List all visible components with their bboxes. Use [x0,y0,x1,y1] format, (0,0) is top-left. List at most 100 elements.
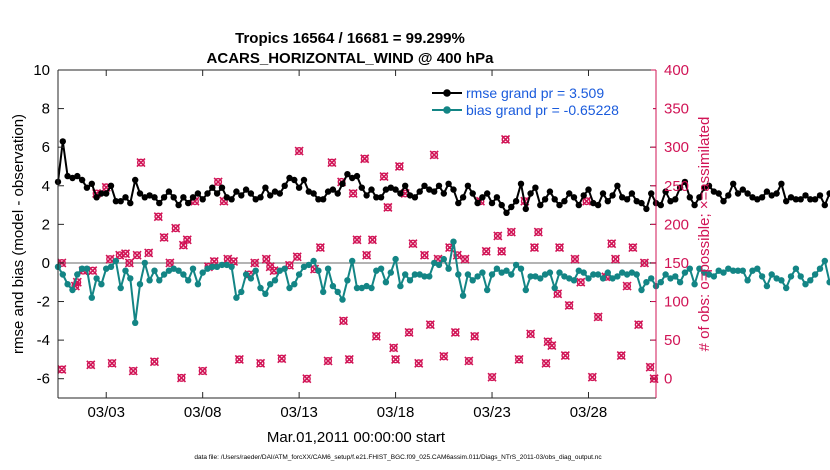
obs-possible-marker [136,158,145,167]
obs-possible-marker [561,351,570,360]
obs-possible-marker [362,251,371,260]
obs-count-point [124,258,134,268]
obs-possible-marker [453,251,462,260]
rmse-point [450,186,457,193]
rmse-point [508,203,515,211]
obs-count-point [404,327,414,337]
rmse-point [262,184,269,191]
bias-point [787,273,795,280]
obs-possible-marker [144,248,153,257]
axes: -6-4-2024681005010015020025030035040003/… [33,62,689,421]
obs-assimilated-marker [628,242,638,253]
obs-possible-marker [108,359,117,368]
rmse-point [122,194,129,201]
rmse-point [69,174,76,182]
obs-possible-marker [285,261,294,270]
obs-assimilated-marker [120,249,131,259]
obs-count-point [261,254,271,264]
rmse-point [773,190,780,197]
obs-count-point [315,242,325,253]
bias-point [368,284,375,292]
obs-assimilated-marker [323,356,333,366]
obs-possible-marker [154,212,163,221]
bias-point [749,267,756,274]
legend-bias-marker [443,106,451,114]
bias-point [739,267,746,274]
rmse-point [479,194,486,201]
obs-count-point [570,254,580,264]
rmse-point [676,184,684,191]
obs-count-point [439,351,449,361]
rmse-point [527,190,534,197]
obs-assimilated-marker [526,329,536,339]
obs-possible-marker [295,147,304,156]
bias-point [160,271,168,278]
bias-point [527,273,534,280]
bias-point [353,284,361,292]
rmse-point [406,192,414,199]
bias-point [672,273,679,280]
obs-count-point [464,356,474,366]
bias-point [88,294,96,301]
rmse-point [691,201,698,209]
bias-point [267,281,274,288]
obs-count-point [144,248,154,258]
bias-point [170,265,177,272]
rmse-point [556,201,563,209]
obs-assimilated-marker [610,254,621,264]
obs-assimilated-marker [493,231,503,241]
obs-count-point [277,354,287,364]
x-tick-label: 03/13 [280,404,318,421]
bias-point [334,288,341,296]
obs-assimilated-marker [348,188,358,199]
obs-possible-marker [461,255,470,264]
obs-count-point [323,356,333,366]
obs-count-point [371,331,381,341]
obs-count-point [622,281,632,291]
obs-assimilated-marker [529,242,540,253]
rmse-point [546,188,554,195]
bias-point [185,277,192,284]
bias-point [715,267,722,274]
bias-point [300,263,308,270]
obs-assimilated-marker [576,277,586,287]
bias-point [643,279,650,286]
obs-count-point [607,239,617,249]
bias-point [377,265,385,272]
bias-point [132,319,139,326]
rmse-point [455,199,462,207]
bias-point [122,267,129,274]
bias-point [614,273,621,280]
bias-point [778,277,785,284]
rmse-point [358,184,365,191]
obs-count-point [452,250,462,260]
obs-assimilated-marker [570,254,580,264]
obs-possible-marker [214,177,223,186]
bias-point [435,261,443,269]
obs-assimilated-marker [159,232,169,243]
rmse-point [778,180,785,187]
rmse-point [498,201,505,209]
obs-assimilated-marker [487,372,497,382]
rmse-point [397,190,404,197]
bias-point [797,273,804,280]
rmse-point [382,186,390,193]
rmse-point [421,182,428,189]
bias-point [156,277,163,284]
rmse-series [54,138,830,216]
obs-count-point [497,246,507,256]
obs-count-point [610,254,621,264]
bias-point [512,261,520,269]
rmse-point [170,194,177,201]
rmse-point [522,205,529,213]
bias-point [619,269,626,276]
obs-possible-marker [198,366,207,375]
obs-possible-marker [430,150,439,159]
bias-point [286,284,293,292]
obs-count-point [414,358,424,368]
obs-possible-marker [408,239,417,248]
rmse-point [561,198,568,205]
obs-assimilated-marker [408,239,418,249]
obs-count-point [352,235,362,245]
obs-count-point [362,250,372,260]
